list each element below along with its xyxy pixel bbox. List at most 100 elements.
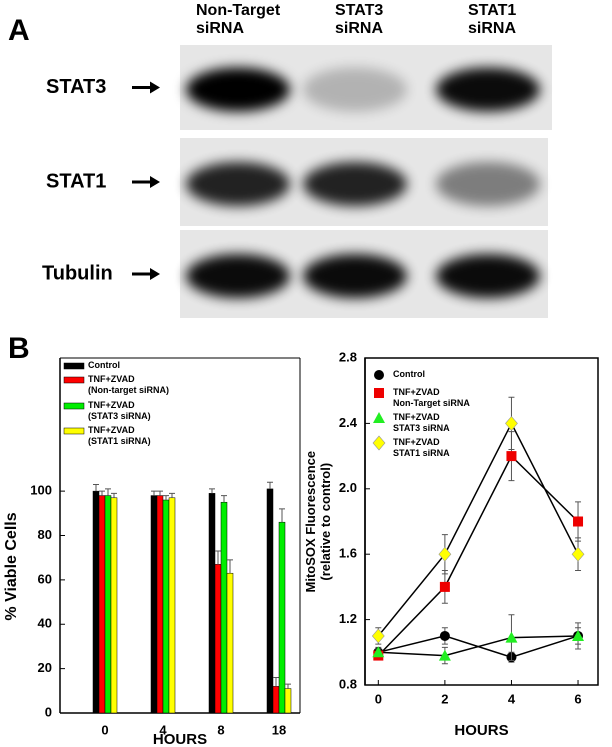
x-tick-label: 6 xyxy=(574,691,581,706)
y-tick-label: 40 xyxy=(38,616,52,631)
x-axis-label: HOURS xyxy=(153,731,207,747)
legend-label: TNF+ZVAD STAT3 siRNA xyxy=(393,412,450,433)
y-tick-label: 80 xyxy=(38,527,52,542)
marker xyxy=(571,546,585,562)
x-tick-label: 0 xyxy=(101,722,108,737)
blot-band xyxy=(303,67,407,112)
row-label: STAT1 xyxy=(46,170,106,192)
error-bar xyxy=(279,508,285,523)
x-axis-label: HOURS xyxy=(454,722,508,739)
y-tick-label: 1.2 xyxy=(339,611,357,626)
legend-swatch xyxy=(63,427,85,435)
blot-band xyxy=(436,67,540,112)
bar xyxy=(278,521,286,714)
marker xyxy=(439,581,450,592)
error-bar xyxy=(111,492,117,498)
bar xyxy=(162,499,170,714)
error-bar xyxy=(93,483,99,492)
error-bar xyxy=(215,550,221,565)
y-tick-label: 20 xyxy=(38,660,52,675)
marker xyxy=(506,451,517,462)
x-tick-label: 4 xyxy=(508,691,516,706)
marker xyxy=(572,629,585,641)
bar xyxy=(110,497,118,714)
blot-band xyxy=(186,67,290,112)
series-line xyxy=(377,454,579,657)
legend-label: TNF+ZVAD STAT1 siRNA xyxy=(393,437,450,458)
lane-label: STAT3 siRNA xyxy=(335,2,384,37)
legend-label: TNF+ZVAD Non-Target siRNA xyxy=(393,387,470,408)
y-tick-label: 100 xyxy=(30,483,52,498)
marker xyxy=(438,546,452,562)
bar xyxy=(104,495,112,714)
row-label: Tubulin xyxy=(42,262,113,284)
y-tick-label: 2.8 xyxy=(339,349,357,364)
x-tick-label: 8 xyxy=(217,722,224,737)
error-bar xyxy=(209,488,215,494)
legend-label: Control xyxy=(88,360,120,370)
marker xyxy=(439,630,450,641)
legend-swatch xyxy=(63,376,85,384)
arrow-head xyxy=(150,176,160,188)
y-axis-label: % Viable Cells xyxy=(3,512,20,620)
y-tick-label: 0 xyxy=(45,704,52,719)
y-tick-label: 60 xyxy=(38,571,52,586)
y-tick-label: 2.0 xyxy=(339,480,357,495)
bar xyxy=(156,495,164,714)
bar xyxy=(168,497,176,714)
bar xyxy=(220,501,228,714)
bar xyxy=(266,488,274,714)
x-tick-label: 4 xyxy=(159,722,167,737)
bar xyxy=(284,688,292,714)
series-line xyxy=(378,635,579,657)
x-tick-label: 0 xyxy=(375,691,382,706)
legend-label: Control xyxy=(393,369,425,379)
marker xyxy=(438,649,451,661)
error-bar xyxy=(267,481,273,489)
error-bar xyxy=(157,490,163,496)
error-bar xyxy=(99,490,105,496)
arrow-head xyxy=(150,81,160,94)
y-tick-label: 2.4 xyxy=(339,415,358,430)
bar xyxy=(272,686,280,714)
legend-marker xyxy=(372,435,386,451)
bar xyxy=(214,564,222,714)
blot-band xyxy=(186,162,290,206)
y-tick-label: 1.6 xyxy=(339,546,357,561)
error-bar xyxy=(169,492,175,498)
error-bar xyxy=(285,683,291,689)
blot-band xyxy=(303,254,407,298)
blot-band xyxy=(436,162,540,206)
blot-band xyxy=(436,254,540,298)
panel-label: B xyxy=(8,332,30,365)
bar xyxy=(92,490,100,714)
error-bar xyxy=(221,495,227,503)
bar xyxy=(226,572,234,714)
error-bar xyxy=(105,488,111,496)
series-line xyxy=(377,421,579,637)
blot-band xyxy=(186,254,290,298)
marker xyxy=(372,646,385,658)
legend-marker xyxy=(373,412,385,423)
x-tick-label: 2 xyxy=(441,691,448,706)
legend-label: TNF+ZVAD (STAT3 siRNA) xyxy=(88,400,151,421)
legend-label: TNF+ZVAD (Non-target siRNA) xyxy=(88,374,169,395)
marker xyxy=(371,628,385,644)
bar xyxy=(98,495,106,714)
row-label: STAT3 xyxy=(46,76,106,98)
bar xyxy=(208,493,216,714)
error-bar xyxy=(151,490,157,496)
marker xyxy=(505,631,518,643)
lane-label: STAT1 siRNA xyxy=(468,2,517,37)
error-bar xyxy=(227,559,233,574)
error-bar xyxy=(273,677,279,687)
y-tick-label: 0.8 xyxy=(339,676,357,691)
legend-label: TNF+ZVAD (STAT1 siRNA) xyxy=(88,425,151,446)
marker xyxy=(573,516,584,527)
error-bar xyxy=(163,495,169,500)
legend-swatch xyxy=(63,402,85,410)
lane-label: Non-Target siRNA xyxy=(196,2,281,37)
legend-swatch xyxy=(63,362,85,370)
marker xyxy=(505,415,518,431)
